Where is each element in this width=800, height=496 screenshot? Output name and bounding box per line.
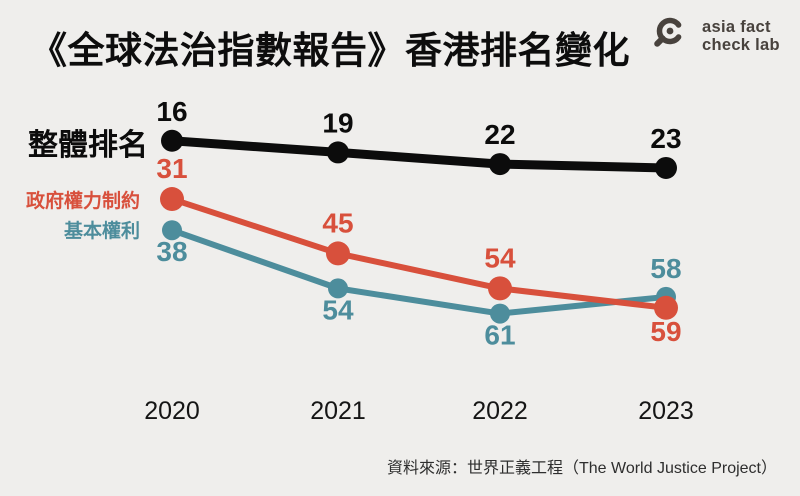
magnifier-icon [654, 17, 682, 47]
x-axis-label: 2020 [144, 397, 200, 425]
series-line-overall-rank [167, 136, 671, 173]
data-point-gov-power-constraints [654, 295, 678, 320]
data-label-overall-rank: 22 [484, 119, 515, 150]
data-point-gov-power-constraints [488, 276, 512, 301]
data-label-fundamental-rights: 54 [322, 294, 354, 325]
data-label-gov-power-constraints: 59 [650, 316, 681, 347]
data-point-overall-rank [489, 153, 511, 176]
data-point-fundamental-rights [162, 220, 182, 241]
data-point-gov-power-constraints [160, 187, 184, 212]
data-point-overall-rank [327, 141, 349, 164]
legend-overall-rank: 整體排名 [28, 129, 148, 162]
data-label-fundamental-rights: 58 [650, 253, 681, 284]
data-label-fundamental-rights: 61 [484, 320, 515, 351]
series-line-gov-power-constraints [169, 196, 669, 311]
data-label-gov-power-constraints: 45 [322, 207, 353, 238]
legend-fundamental-rights: 基本權利 [63, 221, 140, 242]
data-label-overall-rank: 16 [156, 96, 187, 127]
brand-logo: asia fact check lab [650, 14, 780, 58]
data-label-overall-rank: 19 [322, 107, 353, 138]
data-label-gov-power-constraints: 31 [156, 153, 187, 184]
brand-name-line1: asia fact [702, 18, 771, 36]
data-label-gov-power-constraints: 54 [484, 242, 516, 273]
x-axis-label: 2022 [472, 397, 528, 425]
data-label-overall-rank: 23 [650, 123, 681, 154]
series-line-fundamental-rights [169, 227, 669, 317]
data-point-gov-power-constraints [326, 241, 350, 266]
data-point-fundamental-rights [328, 278, 348, 299]
data-label-fundamental-rights: 38 [156, 236, 187, 267]
brand-name: asia fact check lab [702, 14, 780, 55]
data-point-fundamental-rights [490, 303, 510, 324]
x-axis-label: 2023 [638, 397, 694, 425]
data-point-overall-rank [161, 129, 183, 152]
data-point-overall-rank [655, 156, 677, 179]
source-note: 資料來源：世界正義工程（The World Justice Project） [387, 460, 777, 477]
legend-gov-power-constraints: 政府權力制約 [25, 191, 140, 212]
brand-name-line2: check lab [702, 36, 780, 55]
x-axis-label: 2021 [310, 397, 366, 425]
page-title: 《全球法治指數報告》香港排名變化 [30, 30, 630, 71]
